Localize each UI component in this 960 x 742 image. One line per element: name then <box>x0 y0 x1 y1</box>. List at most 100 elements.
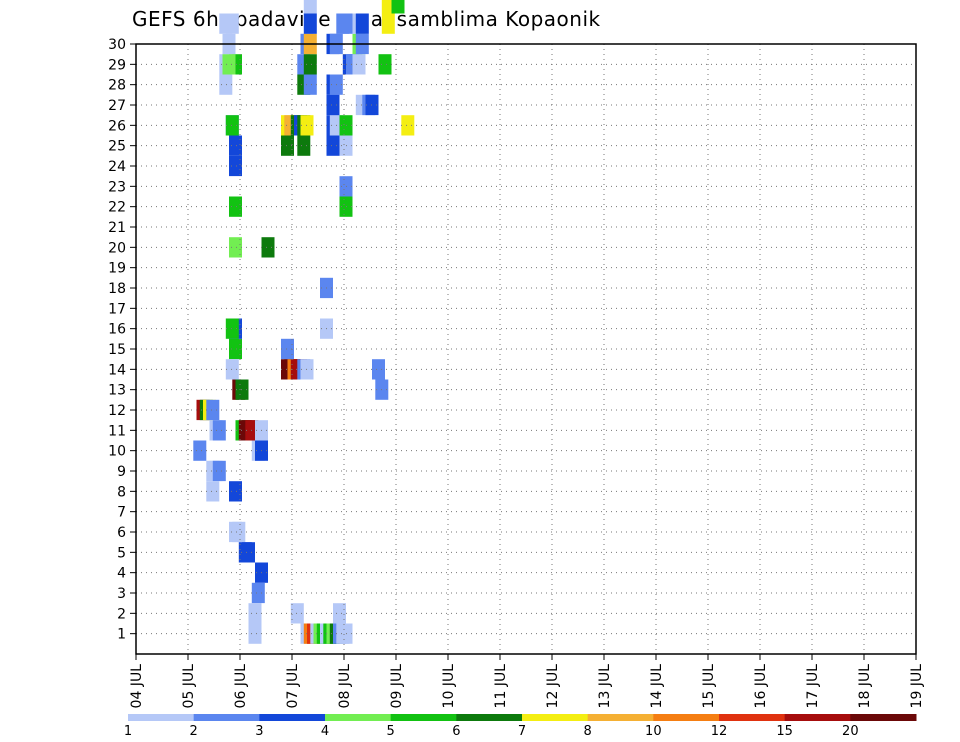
colorbar: 1 2 3 4 5 6 7 8 10 12 15 20 <box>124 714 917 739</box>
x-tick-label: 07 JUL <box>285 664 301 709</box>
y-tick-label: 7 <box>117 505 126 521</box>
precip-cell <box>303 13 317 34</box>
y-tick-label: 11 <box>108 423 126 439</box>
y-axis: 1234567891011121314151617181920212223242… <box>108 37 136 643</box>
x-tick-label: 12 JUL <box>545 664 561 709</box>
y-tick-label: 25 <box>108 139 126 155</box>
colorbar-label: 8 <box>584 724 592 739</box>
precip-cell <box>206 399 220 421</box>
colorbar-label: 10 <box>645 724 662 739</box>
colorbar-label: 12 <box>711 724 728 739</box>
precip-cell <box>232 521 246 543</box>
y-tick-label: 23 <box>108 179 126 195</box>
precip-cell <box>303 54 317 75</box>
y-tick-label: 18 <box>108 281 126 297</box>
y-tick-label: 5 <box>117 545 126 561</box>
precip-cell <box>339 13 353 34</box>
colorbar-swatch <box>587 714 654 721</box>
y-tick-label: 26 <box>108 118 126 134</box>
precip-cell <box>206 481 220 502</box>
x-tick-label: 10 JUL <box>441 664 457 709</box>
x-tick-label: 14 JUL <box>649 664 665 709</box>
chart-grid <box>136 44 917 654</box>
x-tick-label: 17 JUL <box>805 664 821 709</box>
colorbar-label: 5 <box>387 724 395 739</box>
y-tick-label: 2 <box>117 606 126 622</box>
y-tick-label: 10 <box>108 444 126 460</box>
colorbar-label: 20 <box>842 724 859 739</box>
y-tick-label: 24 <box>108 159 126 175</box>
x-tick-label: 09 JUL <box>389 664 405 709</box>
colorbar-label: 4 <box>321 724 329 739</box>
y-tick-label: 22 <box>108 200 126 216</box>
y-tick-label: 6 <box>117 525 126 541</box>
precip-cell <box>229 338 242 360</box>
precip-cell <box>261 237 275 258</box>
x-tick-label: 06 JUL <box>233 664 249 709</box>
colorbar-swatch <box>325 714 392 721</box>
precip-cell <box>219 13 233 34</box>
x-tick-label: 16 JUL <box>753 664 769 709</box>
colorbar-swatch <box>784 714 851 721</box>
y-tick-label: 16 <box>108 322 126 338</box>
precip-cell <box>248 603 262 624</box>
y-tick-label: 14 <box>108 362 126 378</box>
colorbar-swatch <box>653 714 720 721</box>
x-tick-label: 05 JUL <box>181 664 197 709</box>
precip-cell <box>229 155 242 177</box>
x-tick-label: 15 JUL <box>701 664 717 709</box>
precip-cell <box>212 460 226 482</box>
y-tick-label: 21 <box>108 220 126 236</box>
precip-cell <box>251 582 265 604</box>
y-tick-label: 17 <box>108 301 126 317</box>
precip-cell <box>225 115 239 136</box>
colorbar-swatch <box>128 714 195 721</box>
y-tick-label: 8 <box>117 484 126 500</box>
precip-cell <box>372 359 385 380</box>
precip-cell <box>242 542 255 563</box>
y-tick-label: 4 <box>117 566 126 582</box>
precip-cell <box>212 420 226 441</box>
precip-cell <box>281 338 294 360</box>
precip-cell <box>219 74 233 95</box>
x-tick-label: 08 JUL <box>337 664 353 709</box>
x-tick-label: 13 JUL <box>597 664 613 709</box>
y-tick-label: 1 <box>117 627 126 643</box>
precip-cell <box>229 237 242 258</box>
colorbar-label: 3 <box>255 724 263 739</box>
precip-cell <box>326 94 340 116</box>
precip-cell <box>297 135 311 156</box>
precip-cell <box>381 13 395 34</box>
y-tick-label: 29 <box>108 57 126 73</box>
x-tick-label: 19 JUL <box>909 664 925 709</box>
precip-cell <box>225 318 239 339</box>
x-axis: 04 JUL 05 JUL 06 JUL 07 JUL 08 JUL 09 JUL 10 J… <box>129 654 925 708</box>
precip-cell <box>229 196 242 217</box>
y-tick-label: 19 <box>108 261 126 277</box>
x-tick-label: 11 JUL <box>493 664 509 709</box>
colorbar-swatch <box>193 714 260 721</box>
colorbar-swatch <box>390 714 457 721</box>
precip-cell <box>391 0 405 14</box>
y-tick-label: 20 <box>108 240 126 256</box>
precip-cell <box>352 54 366 75</box>
precip-cell <box>303 0 317 14</box>
y-tick-label: 13 <box>108 383 126 399</box>
colorbar-label: 6 <box>452 724 460 739</box>
precip-cell <box>326 135 340 156</box>
precip-cell <box>355 13 369 34</box>
colorbar-swatch <box>850 714 917 721</box>
y-tick-label: 28 <box>108 78 126 94</box>
precip-cell <box>401 115 415 136</box>
x-tick-label: 04 JUL <box>129 664 145 709</box>
colorbar-swatch <box>719 714 786 721</box>
precip-cell <box>281 135 294 156</box>
precip-cell <box>229 135 242 156</box>
ensemble-cells <box>193 0 415 644</box>
precip-cell <box>222 54 236 75</box>
precip-cell <box>248 623 262 644</box>
precip-cell <box>290 603 304 624</box>
colorbar-label: 2 <box>190 724 198 739</box>
precip-cell <box>303 74 317 95</box>
